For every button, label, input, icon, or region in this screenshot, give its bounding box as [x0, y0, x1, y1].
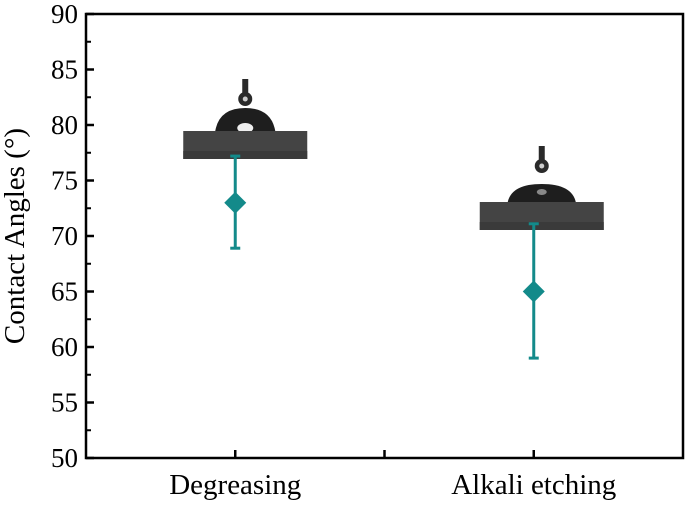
drop-reflection — [536, 189, 547, 195]
y-tick-label: 75 — [51, 166, 78, 196]
data-point-diamond — [522, 280, 545, 303]
x-tick-label: Degreasing — [169, 469, 301, 501]
y-tick-label: 90 — [51, 0, 78, 29]
drop-reflection — [237, 123, 254, 133]
y-tick-label: 70 — [51, 221, 78, 251]
y-tick-label: 55 — [51, 388, 78, 418]
substrate-shade — [183, 151, 308, 159]
x-tick-label: Alkali etching — [451, 469, 616, 501]
y-axis-ticks: 50 55 60 65 70 75 80 85 90 — [51, 0, 94, 473]
x-axis-ticks: Degreasing Alkali etching — [169, 450, 616, 501]
plot-frame — [84, 12, 685, 460]
sessile-drop — [215, 108, 276, 131]
droplet-image-degreasing — [183, 79, 308, 159]
y-tick-label: 85 — [51, 55, 78, 85]
y-tick-label: 65 — [51, 277, 78, 307]
needle — [538, 146, 545, 160]
y-tick-label: 50 — [51, 443, 78, 473]
data-marks — [224, 154, 545, 360]
y-tick-label: 80 — [51, 110, 78, 140]
substrate-shade — [479, 222, 604, 230]
data-point-diamond — [224, 191, 247, 214]
needle — [242, 79, 249, 93]
drop-highlight — [539, 163, 545, 169]
y-tick-label: 60 — [51, 332, 78, 362]
droplet-image-alkali-etching — [479, 146, 604, 230]
droplet-insets — [183, 79, 604, 230]
y-axis-label: Contact Angles (°) — [0, 128, 31, 344]
drop-highlight — [242, 96, 248, 102]
